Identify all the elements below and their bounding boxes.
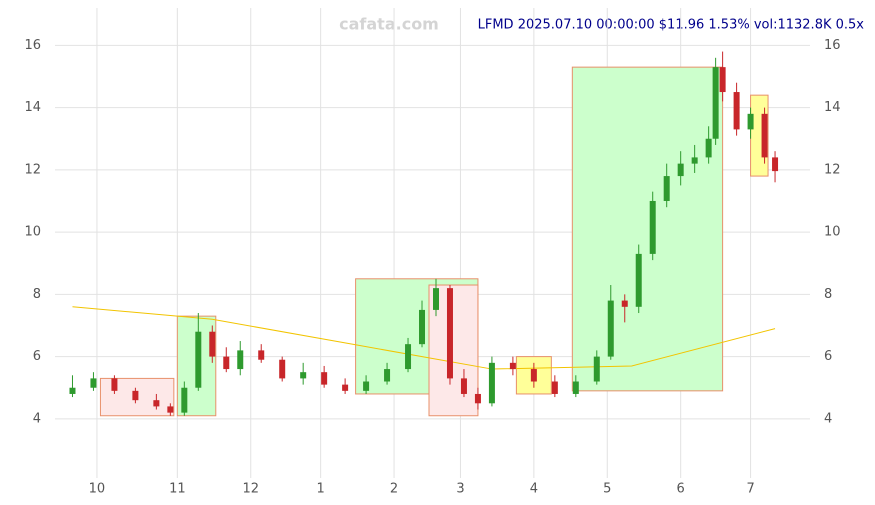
y-tick-label-right: 12 (824, 162, 841, 177)
candle-body (712, 67, 719, 139)
x-tick-label: 2 (390, 482, 398, 497)
candle-body (747, 113, 754, 130)
y-tick-label-right: 8 (824, 287, 832, 302)
candle-body (649, 200, 656, 254)
candle-body (635, 253, 642, 307)
candle-body (209, 331, 216, 357)
candle-body (300, 372, 307, 379)
x-tick-label: 6 (677, 482, 685, 497)
watermark: cafata.com (339, 15, 439, 34)
x-tick-label: 5 (603, 482, 611, 497)
candle-body (132, 390, 139, 401)
y-tick-label: 12 (24, 162, 41, 177)
candle-body (474, 393, 481, 404)
candle-body (153, 400, 160, 407)
candle-body (460, 378, 467, 394)
y-tick-label-right: 6 (824, 349, 832, 364)
moving-average (72, 306, 776, 370)
candle-body (446, 288, 453, 379)
x-tick-label: 3 (456, 482, 464, 497)
x-tick-label: 10 (89, 482, 106, 497)
candle-body (488, 362, 495, 404)
x-tick-label: 1 (317, 482, 325, 497)
candle-body (363, 381, 370, 391)
candle-body (237, 350, 244, 370)
candle-body (530, 369, 537, 382)
candle-body (419, 309, 426, 345)
candle-body (432, 288, 439, 310)
candle-body (551, 381, 558, 394)
y-tick-label-right: 16 (824, 38, 841, 53)
candle-body (258, 350, 265, 360)
x-tick-label: 7 (746, 482, 754, 497)
candle-body (572, 381, 579, 394)
candle-body (279, 359, 286, 379)
y-tick-label-right: 10 (824, 225, 841, 240)
candle-body (607, 300, 614, 357)
y-tick-label: 16 (24, 38, 41, 53)
y-tick-label: 14 (24, 100, 41, 115)
y-tick-label: 8 (33, 287, 41, 302)
candle-body (691, 157, 698, 164)
candle-body (321, 372, 328, 385)
candle-body (195, 331, 202, 388)
candle-body (733, 92, 740, 130)
candle-body (761, 113, 768, 158)
candle-body (593, 356, 600, 382)
candle-body (663, 176, 670, 201)
candle-body (677, 163, 684, 177)
candle-body (384, 369, 391, 382)
x-tick-label: 12 (242, 482, 259, 497)
y-tick-label: 6 (33, 349, 41, 364)
x-tick-label: 4 (530, 482, 538, 497)
candle-body (111, 378, 118, 391)
y-tick-label: 10 (24, 225, 41, 240)
x-tick-label: 11 (169, 482, 186, 497)
candle-body (90, 378, 97, 388)
chart-title: LFMD 2025.07.10 00:00:00 $11.96 1.53% vo… (478, 18, 865, 33)
candle-body (621, 300, 628, 307)
candle-body (405, 344, 412, 370)
candle-body (509, 362, 516, 370)
candle-body (342, 384, 349, 391)
candle-body (772, 157, 779, 172)
zone (571, 66, 724, 392)
candle-body (705, 138, 712, 158)
candle-body (69, 387, 76, 394)
candle-body (719, 67, 726, 93)
y-tick-label-right: 4 (824, 411, 832, 426)
candle-body (223, 356, 230, 370)
y-tick-label-right: 14 (824, 100, 841, 115)
candle-body (181, 387, 188, 413)
candle-body (167, 406, 174, 413)
y-tick-label: 4 (33, 411, 41, 426)
